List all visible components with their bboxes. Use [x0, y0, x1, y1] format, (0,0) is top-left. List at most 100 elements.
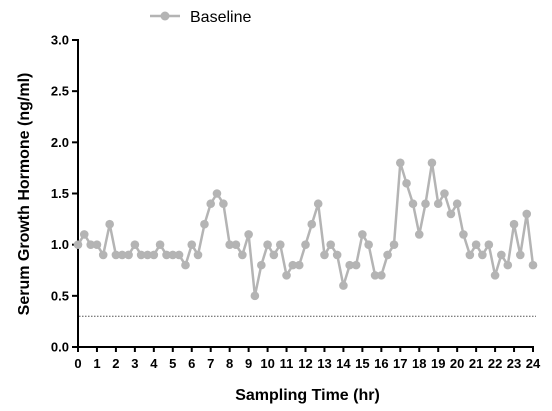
data-point: [193, 250, 203, 260]
legend-swatch-marker: [160, 11, 170, 21]
data-point: [478, 250, 487, 260]
data-point: [383, 250, 392, 260]
x-tick-label: 15: [355, 356, 369, 371]
x-tick-label: 5: [169, 356, 176, 371]
data-point: [364, 240, 373, 249]
data-point: [143, 250, 152, 260]
x-tick-label: 21: [469, 356, 483, 371]
x-tick-label: 7: [207, 356, 214, 371]
data-point: [282, 271, 291, 280]
x-axis-title: Sampling Time (hr): [235, 387, 380, 404]
data-point: [155, 240, 165, 249]
data-point: [181, 260, 190, 270]
x-tick-label: 19: [431, 356, 445, 371]
data-point: [414, 230, 424, 239]
data-point: [395, 158, 405, 168]
data-point: [200, 219, 209, 229]
series-baseline: [73, 158, 538, 301]
data-point: [459, 230, 468, 239]
y-tick-label: 0.0: [51, 340, 69, 355]
data-point: [168, 250, 178, 260]
data-point: [288, 260, 298, 270]
data-point: [73, 240, 83, 249]
x-tick-label: 20: [450, 356, 464, 371]
data-point: [358, 230, 367, 239]
y-tick-label: 2.5: [51, 84, 69, 99]
data-point: [326, 240, 336, 249]
x-tick-label: 6: [188, 356, 195, 371]
y-ticks: 0.0 0.5 1.0 1.5 2.0 2.5 3.0: [51, 33, 78, 355]
data-point: [149, 250, 159, 260]
x-tick-label: 11: [280, 356, 294, 371]
y-axis-title: Serum Growth Hormone (ng/ml): [16, 73, 33, 316]
data-point: [440, 189, 449, 198]
y-tick-label: 3.0: [51, 33, 69, 48]
data-point: [471, 240, 481, 249]
axes: 0.00.51.01.52.02.53.0 0 1 2 3 4 5 6 7 8 9 10 11 12 13…: [51, 33, 541, 372]
data-point: [490, 271, 500, 280]
x-tick-label: 2: [112, 356, 119, 371]
data-point: [465, 250, 475, 260]
data-point: [320, 250, 329, 260]
data-point: [427, 158, 437, 168]
data-point: [503, 260, 513, 270]
data-point: [257, 260, 266, 270]
data-point: [301, 240, 310, 249]
data-point: [79, 230, 89, 239]
data-point: [377, 271, 386, 280]
data-point: [117, 250, 127, 260]
data-point: [212, 189, 222, 198]
x-tick-label: 13: [317, 356, 331, 371]
data-point: [497, 250, 506, 260]
data-point: [515, 250, 525, 260]
data-point: [98, 250, 108, 260]
x-tick-label: 0: [74, 356, 81, 371]
data-point: [174, 250, 184, 260]
data-point: [225, 240, 234, 249]
x-ticks: 0 1 2 3 4 5 6 7 8 9 10 11 12 13 14 15 16 17 18 19 20 21 22 23 24: [74, 347, 541, 371]
data-point: [136, 250, 146, 260]
y-tick-label: 1.0: [51, 237, 69, 252]
data-point: [339, 281, 348, 290]
data-point: [206, 199, 216, 209]
x-tick-label: 10: [260, 356, 274, 371]
data-point: [238, 250, 247, 260]
data-point: [433, 199, 443, 209]
x-tick-label: 1: [93, 356, 100, 371]
x-tick-label: 4: [150, 356, 158, 371]
legend: Baseline: [150, 9, 251, 26]
data-point: [231, 240, 241, 249]
x-tick-label: 12: [298, 356, 312, 371]
data-point: [522, 209, 532, 219]
x-tick-label: 23: [507, 356, 521, 371]
x-tick-label: 8: [226, 356, 233, 371]
y-tick-label: 0.5: [51, 288, 69, 303]
x-tick-label: 9: [245, 356, 252, 371]
data-point: [219, 199, 228, 209]
data-point: [162, 250, 171, 260]
x-tick-label: 24: [526, 356, 541, 371]
data-point: [345, 260, 354, 270]
data-point: [130, 240, 140, 249]
data-point: [402, 178, 411, 188]
x-tick-label: 17: [393, 356, 407, 371]
data-point: [484, 240, 494, 249]
data-point: [92, 240, 102, 249]
data-point: [275, 240, 285, 249]
data-point: [370, 271, 380, 280]
data-point: [124, 250, 133, 260]
series-line-baseline: [76, 161, 535, 298]
legend-label-baseline: Baseline: [190, 9, 251, 26]
x-tick-label: 18: [412, 356, 426, 371]
data-point: [389, 240, 399, 249]
data-point: [421, 199, 430, 209]
data-point: [452, 199, 462, 209]
data-point: [313, 199, 323, 209]
data-point: [294, 260, 304, 270]
data-point: [509, 219, 519, 229]
x-tick-label: 14: [336, 356, 351, 371]
data-point: [86, 240, 96, 249]
data-point: [307, 219, 317, 229]
data-point: [351, 260, 361, 270]
